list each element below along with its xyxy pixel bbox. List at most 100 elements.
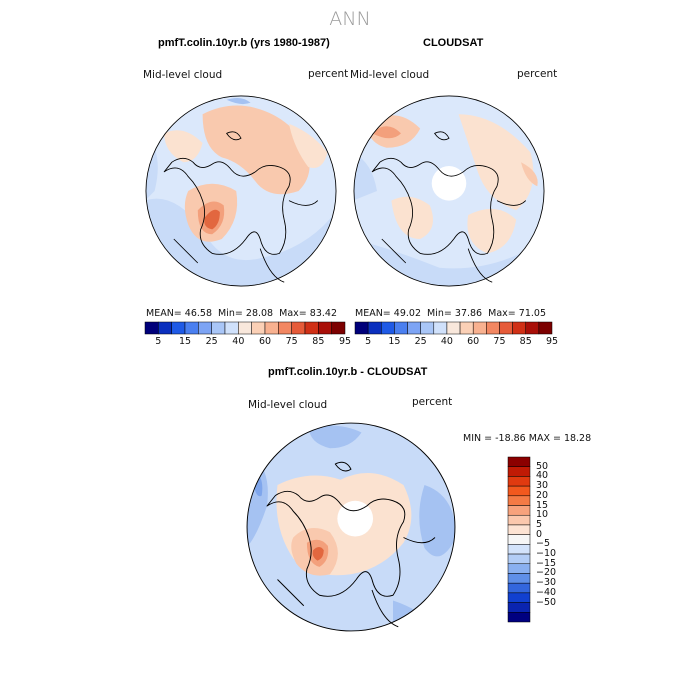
panel3-missing-data	[337, 500, 374, 537]
panel2-colorbar-swatch	[381, 321, 395, 335]
panel3-colorbar-tick-label: −40	[536, 586, 557, 598]
panel2-colorbar-swatch	[472, 321, 487, 335]
panel2-missing-data	[431, 166, 467, 201]
panel1-field-red	[204, 209, 220, 230]
panel2-coastlines	[371, 131, 527, 283]
panel2-title: CLOUDSAT	[423, 37, 484, 49]
panel1-colorbar	[144, 321, 346, 335]
panel1-colorbar-swatch	[331, 321, 346, 335]
panel2-colorbar-tick-label: 40	[440, 336, 453, 347]
panel2-colorbar-tick-label: 95	[545, 336, 559, 347]
panel3-colorbar-tick-label: −5	[536, 538, 551, 550]
panel3-colorbar-tick-label: −20	[536, 567, 557, 579]
panel1-field-peach-north	[202, 105, 310, 195]
panel2-colorbar-swatch	[407, 321, 421, 335]
panel3-field-blue-east	[419, 485, 455, 557]
panel3-colorbar-swatch	[507, 592, 531, 603]
panel1-polar-map	[145, 95, 337, 287]
panel1-title: pmfT.colin.10yr.b (yrs 1980-1987)	[158, 37, 330, 49]
panel3-colorbar-swatch	[507, 524, 531, 535]
panel3-colorbar-swatch	[507, 573, 531, 584]
panel1-coastlines	[163, 131, 319, 283]
panel2-field-salmon-north	[372, 126, 401, 139]
panel2-field-peach-ne	[458, 114, 534, 211]
panel1-colorbar-tick-label: 15	[178, 336, 192, 347]
panel3-field-red-center	[312, 546, 324, 561]
panel2-units-label: percent	[517, 68, 558, 80]
panel2-colorbar-swatch	[420, 321, 435, 335]
panel3-minmax-text: MIN = -18.86 MAX = 18.28	[463, 433, 592, 444]
panel3-colorbar-tick-label: 20	[536, 489, 549, 501]
panel2-max-label: Max=	[488, 308, 516, 319]
panel2-colorbar-swatch	[512, 321, 526, 335]
panel3-colorbar-swatch	[507, 553, 531, 565]
panel1-colorbar-swatch	[211, 321, 226, 335]
panel1-field-peach-west	[164, 130, 203, 163]
panel3-colorbar-ticks: 50 40 30 20 15 10 5 0 −5 −10 −15 −20 −30 −40 −50	[536, 457, 576, 622]
panel2-mean-value: 49.02	[393, 308, 421, 319]
panel2-colorbar-swatch	[354, 321, 369, 335]
panel3-colorbar-tick-label: −50	[536, 596, 557, 608]
panel3-colorbar-tick-label: 50	[536, 460, 549, 472]
panel2-colorbar-tick-label: 15	[388, 336, 401, 347]
panel2-min-label: Min=	[427, 308, 452, 319]
panel3-coastlines	[266, 461, 436, 628]
panel3-colorbar-swatch	[507, 456, 531, 467]
panel2-max-value: 71.05	[518, 308, 546, 319]
panel1-colorbar-swatch	[158, 321, 172, 335]
panel1-colorbar-tick-label: 95	[338, 336, 352, 347]
panel3-units-label: percent	[412, 396, 453, 408]
panel1-colorbar-ticks: 5 15 25 40 60 75 85 95	[145, 336, 351, 348]
panel3-colorbar-tick-label: 15	[536, 499, 549, 511]
panel3-colorbar-tick-label: 10	[536, 509, 549, 521]
panel2-colorbar	[354, 321, 553, 335]
panel1-colorbar-swatch	[144, 321, 159, 335]
panel3-colorbar-tick-label: 40	[536, 470, 549, 482]
panel2-colorbar-swatch	[486, 321, 500, 335]
panel2-colorbar-tick-label: 25	[414, 336, 427, 347]
panel3-colorbar-tick-label: 0	[536, 528, 543, 540]
panel1-colorbar-tick-label: 25	[205, 336, 218, 347]
panel3-colorbar-swatch	[507, 466, 531, 477]
panel1-colorbar-swatch	[278, 321, 292, 335]
panel2-colorbar-swatch	[446, 321, 461, 335]
panel2-colorbar-swatch	[525, 321, 540, 335]
panel1-colorbar-swatch	[251, 321, 266, 335]
panel3-colorbar-swatch	[507, 495, 531, 506]
panel3-colorbar-swatch	[507, 534, 531, 545]
panel3-title: pmfT.colin.10yr.b - CLOUDSAT	[268, 366, 428, 378]
panel1-field-peach-east	[289, 123, 328, 168]
panel3-polar-map	[246, 422, 456, 632]
panel3-colorbar-swatch	[507, 485, 531, 497]
panel3-colorbar-swatch	[507, 505, 531, 516]
panel3-colorbar-tick-label: −30	[536, 577, 557, 589]
panel3-colorbar-tick-label: 5	[536, 518, 543, 530]
panel3-variable-label: Mid-level cloud	[248, 399, 328, 411]
panel2-colorbar-swatch	[538, 321, 553, 335]
figure-suptitle: ANN	[329, 8, 371, 30]
panel3-colorbar-swatch	[507, 563, 531, 574]
panel1-units-label: percent	[308, 68, 349, 80]
panel2-colorbar-swatch	[394, 321, 408, 335]
panel2-polar-map	[353, 95, 545, 287]
panel1-colorbar-swatch	[291, 321, 306, 335]
panel1-min-value: 28.08	[245, 308, 274, 319]
panel2-colorbar-tick-label: 85	[519, 336, 532, 347]
panel3-colorbar-swatch	[507, 544, 531, 555]
panel3-colorbar-swatch	[507, 612, 531, 623]
panel3-colorbar-swatch	[507, 476, 531, 487]
panel3-colorbar	[507, 456, 531, 623]
panel1-min-label: Min=	[218, 308, 243, 319]
panel1-colorbar-tick-label: 85	[312, 336, 325, 347]
panel2-colorbar-tick-label: 75	[493, 336, 506, 347]
panel2-field-peach-east	[521, 162, 538, 187]
panel1-colorbar-swatch	[264, 321, 279, 335]
panel2-colorbar-swatch	[499, 321, 513, 335]
panel1-colorbar-swatch	[198, 321, 212, 335]
panel1-max-label: Max=	[279, 308, 307, 319]
panel1-field-blue-north	[226, 97, 251, 105]
panel1-colorbar-tick-label: 75	[285, 336, 298, 347]
panel2-field-peach-east2	[467, 208, 517, 254]
panel1-colorbar-swatch	[304, 321, 319, 335]
panel1-colorbar-swatch	[184, 321, 199, 335]
